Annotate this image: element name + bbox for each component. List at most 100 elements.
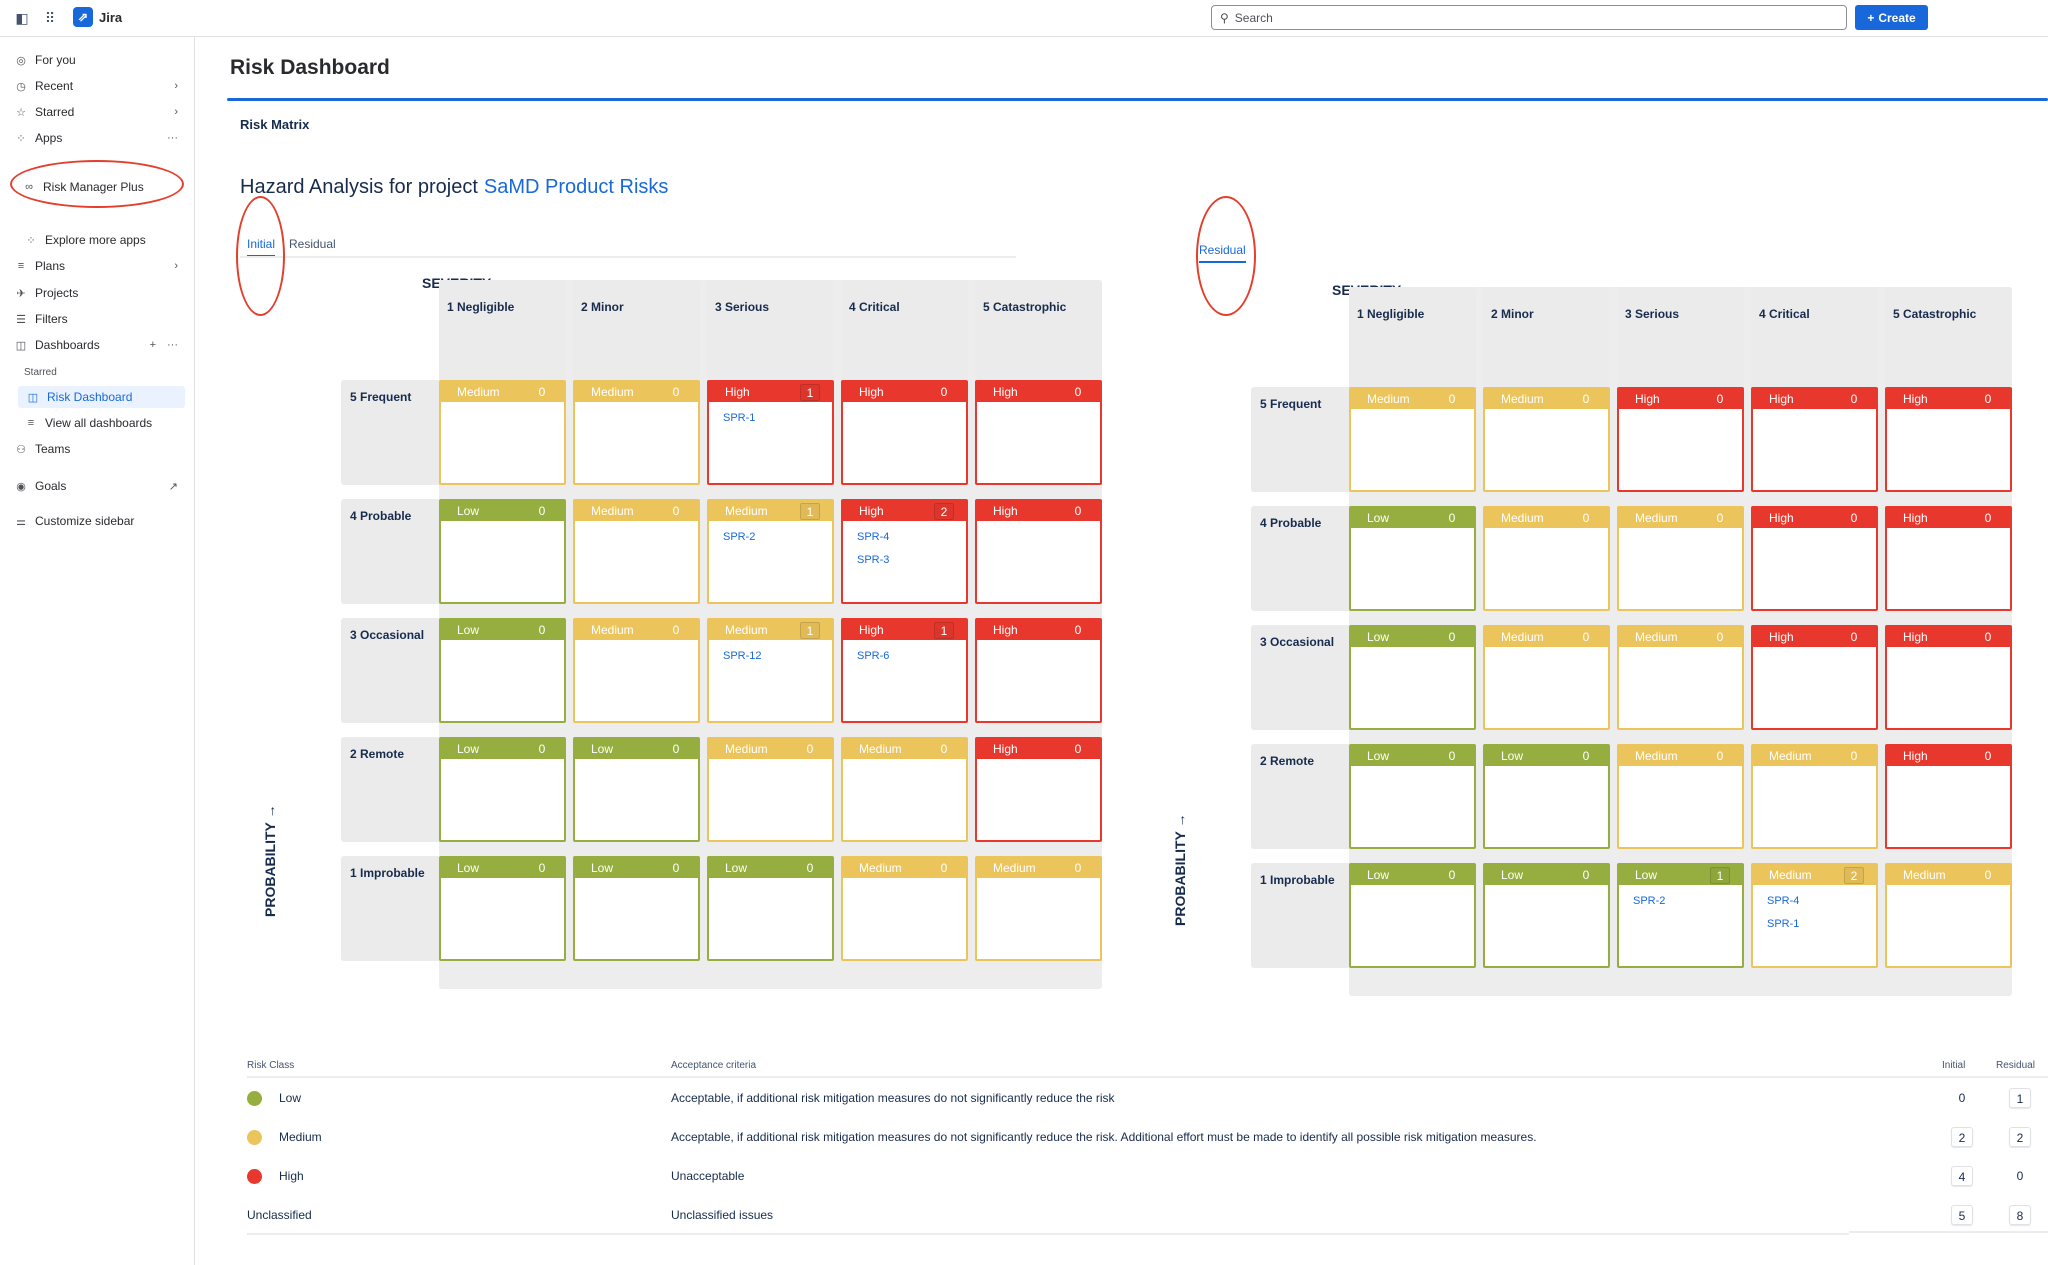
matrix-cell[interactable]: High 0: [1885, 744, 2012, 849]
issue-link[interactable]: SPR-2: [723, 531, 756, 543]
sidebar-item-plans[interactable]: ≡ Plans ›: [14, 255, 184, 277]
issue-link[interactable]: SPR-4: [857, 531, 890, 543]
sidebar-item-customize-sidebar[interactable]: ⚌ Customize sidebar: [14, 510, 184, 532]
issue-link[interactable]: SPR-1: [1767, 918, 1800, 930]
matrix-cell[interactable]: High 0: [1885, 506, 2012, 611]
sidebar-item-recent[interactable]: ◷ Recent ›: [14, 75, 184, 97]
sidebar-item-goals[interactable]: ◉ Goals ↗: [14, 475, 184, 497]
matrix-cell[interactable]: Low 1 SPR-2: [1617, 863, 1744, 968]
sidebar-toggle-icon[interactable]: ◧: [15, 10, 29, 26]
initial-count[interactable]: 4: [1951, 1166, 1973, 1186]
matrix-cell[interactable]: Medium 0: [841, 737, 968, 842]
matrix-cell[interactable]: High 1 SPR-1: [707, 380, 834, 485]
cell-risk-header: Medium 1: [709, 501, 832, 521]
matrix-cell[interactable]: High 1 SPR-6: [841, 618, 968, 723]
matrix-cell[interactable]: High 0: [975, 499, 1102, 604]
matrix-cell[interactable]: Medium 0: [573, 618, 700, 723]
chevron-right-icon: ›: [174, 106, 178, 118]
filter-icon: ☰: [16, 313, 26, 326]
cell-risk-header: Low 0: [709, 858, 832, 878]
matrix-cell[interactable]: Medium 0: [975, 856, 1102, 961]
sidebar-item-dashboards[interactable]: ◫ Dashboards + ···: [14, 334, 184, 356]
sidebar-item-starred[interactable]: ☆ Starred ›: [14, 101, 184, 123]
matrix-cell[interactable]: Low 0: [439, 499, 566, 604]
cell-risk-header: Low 0: [1485, 865, 1608, 885]
matrix-cell[interactable]: Medium 0: [1617, 744, 1744, 849]
matrix-cell[interactable]: High 0: [1617, 387, 1744, 492]
probability-axis-label: PROBABILITY →: [262, 804, 278, 917]
issue-link[interactable]: SPR-12: [723, 650, 762, 662]
plus-icon[interactable]: +: [149, 339, 156, 351]
matrix-cell[interactable]: High 0: [975, 380, 1102, 485]
legend-row: Low Acceptable, if additional risk mitiga…: [247, 1088, 2048, 1108]
risk-level-label: Medium: [591, 623, 634, 637]
matrix-cell[interactable]: Medium 0: [1483, 506, 1610, 611]
matrix-cell[interactable]: High 0: [1751, 387, 1878, 492]
residual-count[interactable]: 2: [2009, 1127, 2031, 1147]
matrix-cell[interactable]: High 0: [1885, 387, 2012, 492]
matrix-cell[interactable]: High 0: [975, 618, 1102, 723]
matrix-cell[interactable]: High 0: [975, 737, 1102, 842]
matrix-cell[interactable]: Medium 0: [707, 737, 834, 842]
matrix-cell[interactable]: Low 0: [1349, 506, 1476, 611]
sidebar-item-for-you[interactable]: ◎ For you: [14, 49, 184, 71]
sidebar-item-projects[interactable]: ✈ Projects: [14, 282, 184, 304]
plans-icon: ≡: [17, 260, 25, 272]
matrix-cell[interactable]: Medium 0: [841, 856, 968, 961]
issue-count-badge: 0: [1582, 511, 1590, 525]
matrix-cell[interactable]: Low 0: [1349, 625, 1476, 730]
matrix-cell[interactable]: Medium 1 SPR-2: [707, 499, 834, 604]
matrix-cell[interactable]: Medium 2 SPR-4 SPR-1: [1751, 863, 1878, 968]
app-name[interactable]: Jira: [99, 10, 123, 25]
matrix-cell[interactable]: High 0: [1885, 625, 2012, 730]
matrix-cell[interactable]: Low 0: [1483, 744, 1610, 849]
initial-count[interactable]: 2: [1951, 1127, 1973, 1147]
matrix-cell[interactable]: Low 0: [439, 737, 566, 842]
cell-risk-header: Medium 0: [709, 739, 832, 759]
sidebar-item-apps[interactable]: ⁘ Apps ···: [14, 127, 184, 149]
matrix-cell[interactable]: High 0: [841, 380, 968, 485]
matrix-cell[interactable]: Medium 0: [1885, 863, 2012, 968]
issue-link[interactable]: SPR-2: [1633, 895, 1666, 907]
matrix-cell[interactable]: Medium 0: [573, 380, 700, 485]
matrix-cell[interactable]: Low 0: [573, 737, 700, 842]
matrix-cell[interactable]: Medium 0: [1349, 387, 1476, 492]
matrix-cell[interactable]: Low 0: [573, 856, 700, 961]
matrix-cell[interactable]: High 0: [1751, 625, 1878, 730]
matrix-cell[interactable]: Medium 0: [1483, 625, 1610, 730]
sidebar-item-risk-dashboard[interactable]: ◫ Risk Dashboard: [18, 386, 185, 408]
issue-link[interactable]: SPR-3: [857, 554, 890, 566]
project-link[interactable]: SaMD Product Risks: [483, 176, 669, 198]
matrix-cell[interactable]: Low 0: [439, 856, 566, 961]
matrix-cell[interactable]: Medium 0: [439, 380, 566, 485]
search-input[interactable]: ⚲ Search: [1211, 5, 1847, 30]
matrix-cell[interactable]: Low 0: [1483, 863, 1610, 968]
matrix-cell[interactable]: Low 0: [439, 618, 566, 723]
matrix-cell[interactable]: Medium 0: [1617, 625, 1744, 730]
matrix-cell[interactable]: Medium 0: [1483, 387, 1610, 492]
matrix-cell[interactable]: Medium 0: [1751, 744, 1878, 849]
app-switcher-icon[interactable]: ⠿: [44, 10, 56, 26]
matrix-cell[interactable]: Medium 1 SPR-12: [707, 618, 834, 723]
matrix-cell[interactable]: Medium 0: [1617, 506, 1744, 611]
matrix-cell[interactable]: Medium 0: [573, 499, 700, 604]
matrix-cell[interactable]: High 0: [1751, 506, 1878, 611]
issue-link[interactable]: SPR-1: [723, 412, 756, 424]
sidebar-item-filters[interactable]: ☰ Filters: [14, 308, 184, 330]
sidebar-item-view-all-dashboards[interactable]: ≡ View all dashboards: [24, 412, 194, 434]
initial-count[interactable]: 5: [1951, 1205, 1973, 1225]
jira-logo-icon[interactable]: ⇗: [73, 7, 93, 27]
issue-link[interactable]: SPR-6: [857, 650, 890, 662]
residual-count[interactable]: 1: [2009, 1088, 2031, 1108]
issue-link[interactable]: SPR-4: [1767, 895, 1800, 907]
more-icon[interactable]: ···: [167, 339, 178, 351]
matrix-cell[interactable]: High 2 SPR-4 SPR-3: [841, 499, 968, 604]
matrix-cell[interactable]: Low 0: [707, 856, 834, 961]
matrix-cell[interactable]: Low 0: [1349, 744, 1476, 849]
tab-residual[interactable]: Residual: [289, 237, 336, 251]
residual-count[interactable]: 8: [2009, 1205, 2031, 1225]
create-button[interactable]: + Create: [1855, 5, 1928, 30]
sidebar-item-teams[interactable]: ⚇ Teams: [14, 438, 184, 460]
matrix-cell[interactable]: Low 0: [1349, 863, 1476, 968]
sidebar-item-explore-more-apps[interactable]: ⁘ Explore more apps: [24, 229, 194, 251]
